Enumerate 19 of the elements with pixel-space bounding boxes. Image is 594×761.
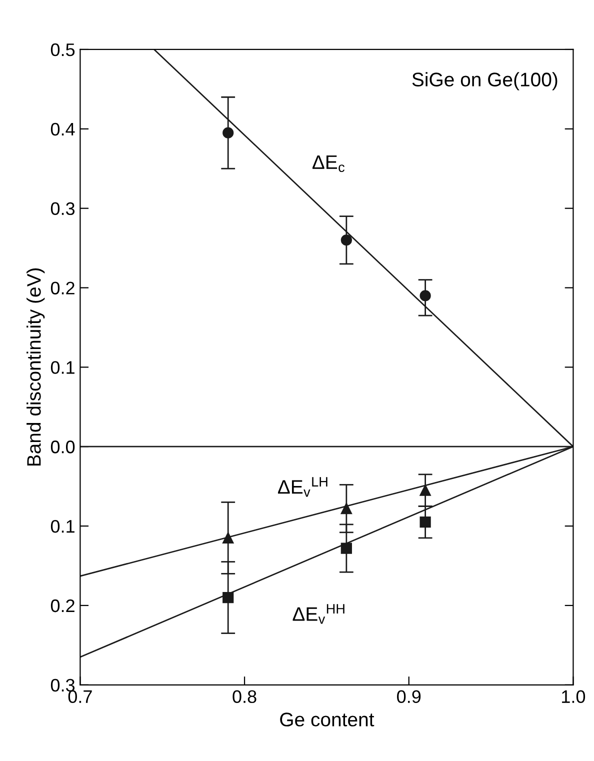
x-tick-label: 0.8 (232, 690, 256, 704)
y-tick-label: 0.2 (50, 282, 74, 294)
y-tick-label: 0.4 (50, 122, 75, 136)
y-tick-label: 0.1 (50, 520, 74, 533)
annotation: ΔE$_{c}$ (312, 155, 344, 172)
y-tick-label: 0.1 (50, 361, 74, 374)
annotation: SiGe on Ge(100) (412, 72, 558, 90)
y-tick-label: 0.5 (50, 43, 75, 56)
y-tick-label: 0.2 (50, 599, 74, 612)
annotation: ΔE$_{v}$$^{HH}$ (292, 604, 344, 624)
y-axis-title: Band discontinuity (eV) (26, 268, 45, 466)
y-tick-label: 0.0 (50, 440, 75, 454)
x-axis-title: Ge content (280, 712, 374, 726)
y-tick-label: 0.3 (50, 202, 75, 216)
annotation: ΔE$_{v}$$^{LH}$ (278, 477, 328, 497)
x-tick-label: 1.0 (562, 690, 586, 704)
x-tick-label: 0.9 (397, 690, 421, 704)
y-tick-label: 0.3 (50, 678, 75, 692)
x-tick-label: 0.7 (68, 690, 92, 704)
